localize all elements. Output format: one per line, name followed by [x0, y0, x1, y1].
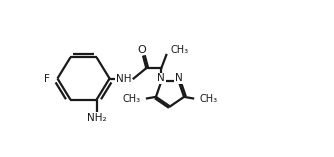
- Text: N: N: [175, 73, 183, 83]
- Text: NH: NH: [116, 75, 131, 84]
- Text: F: F: [44, 75, 50, 84]
- Text: N: N: [157, 73, 165, 83]
- Text: NH₂: NH₂: [87, 113, 106, 123]
- Text: CH₃: CH₃: [170, 45, 188, 55]
- Text: CH₃: CH₃: [200, 94, 218, 104]
- Text: CH₃: CH₃: [122, 94, 140, 104]
- Text: O: O: [137, 45, 146, 55]
